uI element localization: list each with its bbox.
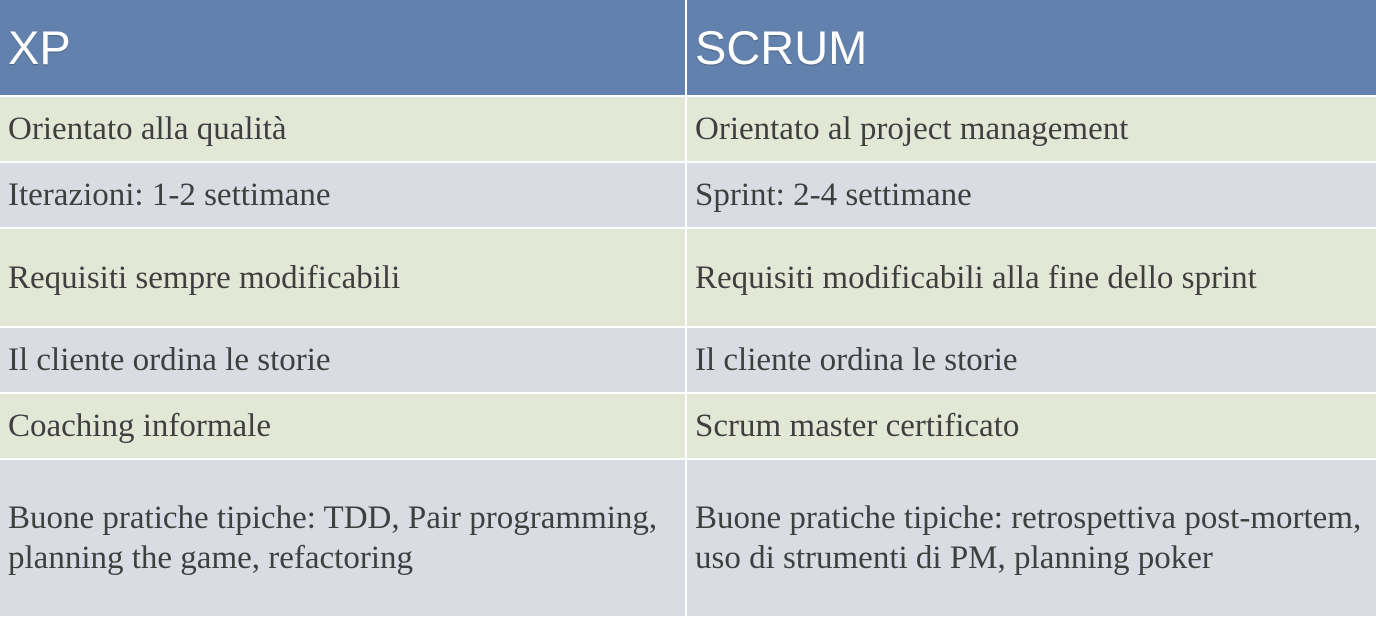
xp-cell: Iterazioni: 1-2 settimane <box>0 162 687 229</box>
scrum-cell: Requisiti modificabili alla fine dello s… <box>686 228 1376 328</box>
xp-cell: Coaching informale <box>0 393 687 460</box>
scrum-cell: Sprint: 2-4 settimane <box>686 162 1376 229</box>
table-row: Buone pratiche tipiche: TDD, Pair progra… <box>0 459 1376 618</box>
header-scrum: SCRUM <box>686 0 1376 97</box>
table-row: Coaching informale Scrum master certific… <box>0 393 1376 460</box>
table-row: Orientato alla qualità Orientato al proj… <box>0 96 1376 163</box>
scrum-cell: Buone pratiche tipiche: retrospettiva po… <box>686 459 1376 618</box>
xp-cell: Requisiti sempre modificabili <box>0 228 687 328</box>
xp-cell: Orientato alla qualità <box>0 96 687 163</box>
scrum-cell: Il cliente ordina le storie <box>686 327 1376 394</box>
table-row: Il cliente ordina le storie Il cliente o… <box>0 327 1376 394</box>
xp-cell: Buone pratiche tipiche: TDD, Pair progra… <box>0 459 687 618</box>
header-xp: XP <box>0 0 687 97</box>
xp-cell: Il cliente ordina le storie <box>0 327 687 394</box>
table-row: Requisiti sempre modificabili Requisiti … <box>0 228 1376 328</box>
header-row: XP SCRUM <box>0 0 1376 97</box>
scrum-cell: Orientato al project management <box>686 96 1376 163</box>
table-row: Iterazioni: 1-2 settimane Sprint: 2-4 se… <box>0 162 1376 229</box>
scrum-cell: Scrum master certificato <box>686 393 1376 460</box>
